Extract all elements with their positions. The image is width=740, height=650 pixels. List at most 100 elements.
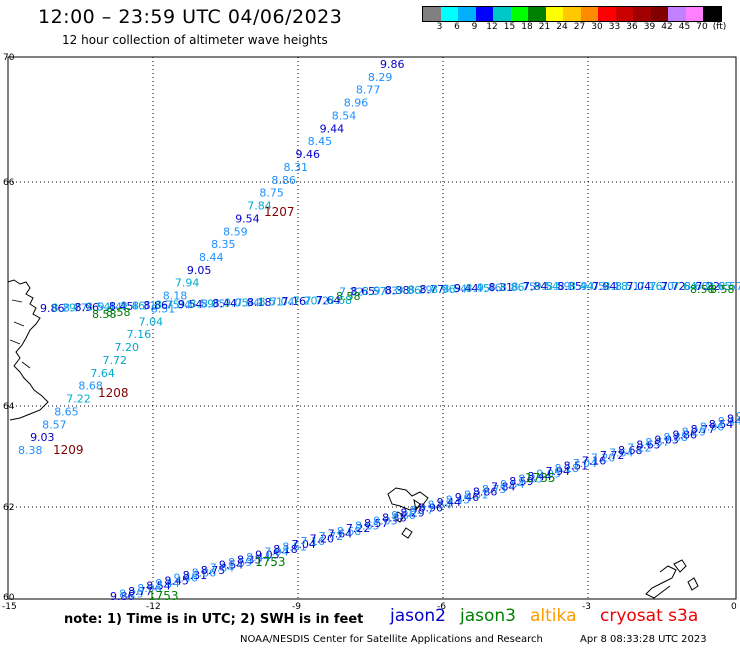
swh-value: 8.44 xyxy=(569,280,594,293)
time-label-1753b: 1753 xyxy=(148,589,179,603)
swh-value: 8.38 xyxy=(385,284,410,297)
swh-value: 8.31 xyxy=(183,569,208,582)
swh-value: 8.59 xyxy=(223,225,248,238)
colorbar-label: (ft) xyxy=(712,22,727,32)
swh-value: 9.03 xyxy=(654,433,679,446)
swh-value: 8.54 xyxy=(709,418,734,431)
swh-value: 8.58 xyxy=(710,283,735,296)
swh-value: 8.96 xyxy=(344,97,369,110)
swh-value: 8.18 xyxy=(555,462,580,475)
swh-value: 7.84 xyxy=(523,280,548,293)
swh-value: 8.77 xyxy=(691,423,716,436)
time-label-1208: 1208 xyxy=(98,386,129,400)
swh-value: 8.44 xyxy=(527,470,552,483)
swh-value: 8.96 xyxy=(75,301,100,314)
swh-value: 7.94 xyxy=(592,280,617,293)
horizontal-track: 9.868.298.778.968.549.448.459.468.318.86… xyxy=(40,280,740,321)
colorbar-swatch xyxy=(668,7,686,21)
faroe-islands xyxy=(387,487,429,539)
swh-value: 8.96 xyxy=(700,420,725,433)
swh-value: 8.75 xyxy=(155,299,180,312)
swh-value: 7.72 xyxy=(319,530,344,543)
page-subtitle: 12 hour collection of altimeter wave hei… xyxy=(62,33,328,47)
legend-cryosat: cryosat s3a xyxy=(600,606,699,626)
north-track: 9.868.298.778.968.549.448.459.468.318.86… xyxy=(18,58,405,457)
swh-value: 8.51 xyxy=(615,280,640,293)
swh-value: 7.64 xyxy=(328,527,353,540)
swh-value: 7.04 xyxy=(139,315,164,328)
y-tick-64: 64 xyxy=(3,402,15,412)
swh-value: 8.68 xyxy=(337,525,362,538)
swh-value: 7.64 xyxy=(673,280,698,293)
south-track: 9.868.298.778.968.549.448.459.468.318.86… xyxy=(110,410,740,603)
swh-value: 8.58 xyxy=(106,306,131,319)
colorbar-label: 21 xyxy=(538,22,551,32)
colorbar-swatch xyxy=(650,7,668,21)
colorbar-swatch xyxy=(458,7,476,21)
swh-value: 7.20 xyxy=(293,295,318,308)
colorbar-swatch xyxy=(633,7,651,21)
time-label-1207: 1207 xyxy=(264,205,295,219)
swh-value: 8.51 xyxy=(259,296,284,309)
x-tick-12: -12 xyxy=(146,602,161,612)
time-label-1753a: 1753 xyxy=(255,555,286,569)
swh-value: 8.45 xyxy=(727,413,740,426)
swh-value: 8.54 xyxy=(428,499,453,512)
swh-value: 8.86 xyxy=(271,174,296,187)
swh-value: 7.72 xyxy=(102,354,127,367)
swh-value: 7.22 xyxy=(346,522,371,535)
swh-value: 9.54 xyxy=(500,478,525,491)
swh-value: 9.54 xyxy=(219,559,244,572)
swh-value: 7.20 xyxy=(591,452,616,465)
swh-value: 7.16 xyxy=(301,535,326,548)
swh-value: 8.35 xyxy=(518,473,543,486)
swh-value: 7.84 xyxy=(167,298,192,311)
swh-value: 8.86 xyxy=(192,567,217,580)
swh-value: 7.22 xyxy=(696,280,721,293)
colorbar-label: 39 xyxy=(643,22,656,32)
swh-value: 8.86 xyxy=(500,281,525,294)
swh-value: 8.58 xyxy=(92,308,117,321)
swh-value: 8.96 xyxy=(137,582,162,595)
swh-value: 8.86 xyxy=(144,299,169,312)
swh-value: 8.31 xyxy=(132,299,157,312)
swh-value: 7.04 xyxy=(573,457,598,470)
swh-value: 8.45 xyxy=(164,574,189,587)
map-frame xyxy=(7,56,737,600)
swh-value: 8.68 xyxy=(684,280,709,293)
swh-value: 8.86 xyxy=(473,486,498,499)
swh-value: 9.86 xyxy=(672,428,697,441)
swh-value: 8.35 xyxy=(201,297,226,310)
colorbar-swatch xyxy=(475,7,493,21)
swh-value: 8.57 xyxy=(364,517,389,530)
swh-value: 8.54 xyxy=(146,580,171,593)
swh-value: 8.96 xyxy=(418,501,443,514)
swh-value: 8.57 xyxy=(42,418,66,431)
swh-value: 9.86 xyxy=(110,590,135,603)
swh-value: 8.65 xyxy=(351,285,376,298)
swh-value: 9.44 xyxy=(320,122,345,135)
swh-value: 9.54 xyxy=(535,280,560,293)
swh-value: 9.05 xyxy=(255,548,280,561)
swh-value: 8.59 xyxy=(190,298,215,311)
swh-value: 8.75 xyxy=(482,483,507,496)
swh-value: 9.44 xyxy=(98,300,123,313)
swh-value: 8.51 xyxy=(151,302,176,315)
colorbar-swatch xyxy=(598,7,616,21)
iceland-inlets xyxy=(9,299,31,369)
colorbar-swatch xyxy=(493,7,511,21)
swh-value: 8.29 xyxy=(368,71,393,84)
swh-value: 7.20 xyxy=(115,341,139,354)
swh-value: 8.57 xyxy=(362,285,387,298)
x-tick-9: -9 xyxy=(292,602,301,612)
swh-value: 7.64 xyxy=(90,367,115,380)
swh-value: 8.68 xyxy=(618,444,643,457)
swh-value: 9.46 xyxy=(296,148,321,161)
swh-value: 8.18 xyxy=(273,543,298,556)
swh-value: 8.29 xyxy=(408,283,433,296)
swh-value: 8.59 xyxy=(546,280,571,293)
swh-value: 8.77 xyxy=(128,585,153,598)
swh-value: 9.05 xyxy=(581,280,606,293)
colorbar-label: 15 xyxy=(503,22,516,32)
swh-value: 8.65 xyxy=(355,520,380,533)
